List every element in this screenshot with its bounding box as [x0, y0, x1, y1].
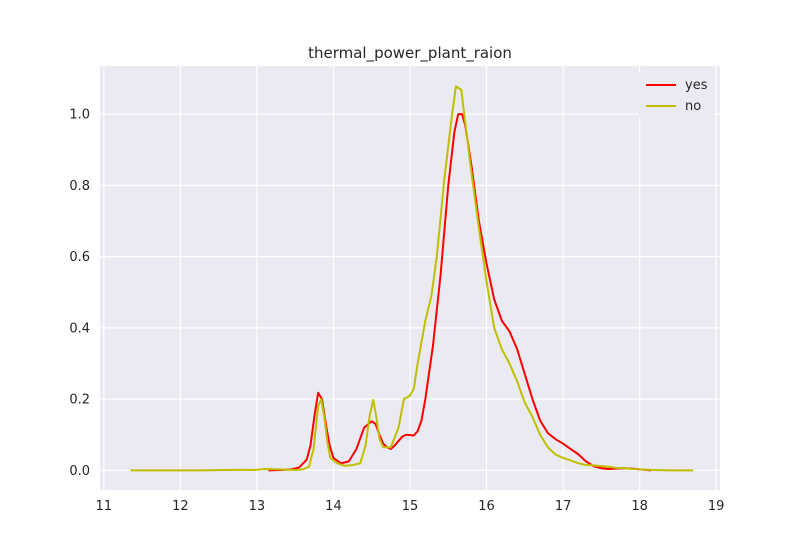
x-tick-label: 15 — [402, 499, 419, 514]
y-tick-label: 0.0 — [69, 464, 90, 479]
x-tick-label: 18 — [631, 499, 648, 514]
y-tick-label: 0.2 — [69, 393, 90, 408]
x-axis-ticks: 11 12 13 14 15 16 17 18 19 — [96, 499, 725, 514]
x-tick-label: 19 — [708, 499, 725, 514]
series-layer — [130, 85, 694, 472]
legend-label-yes: yes — [685, 78, 708, 93]
y-tick-label: 1.0 — [69, 108, 90, 123]
y-tick-label: 0.8 — [69, 179, 90, 194]
legend: yes no — [638, 72, 714, 118]
series-line-yes — [268, 113, 652, 472]
x-tick-label: 16 — [478, 499, 495, 514]
y-axis-ticks: 0.0 0.2 0.4 0.6 0.8 1.0 — [69, 108, 90, 479]
series-line-no — [130, 85, 694, 472]
y-tick-label: 0.6 — [69, 250, 90, 265]
legend-label-no: no — [685, 99, 701, 114]
x-tick-label: 17 — [555, 499, 572, 514]
y-tick-label: 0.4 — [69, 321, 90, 336]
chart-title: thermal_power_plant_raion — [308, 44, 512, 63]
x-tick-label: 13 — [249, 499, 266, 514]
x-tick-label: 14 — [325, 499, 342, 514]
x-tick-label: 11 — [96, 499, 113, 514]
grid — [100, 66, 720, 490]
x-tick-label: 12 — [172, 499, 189, 514]
